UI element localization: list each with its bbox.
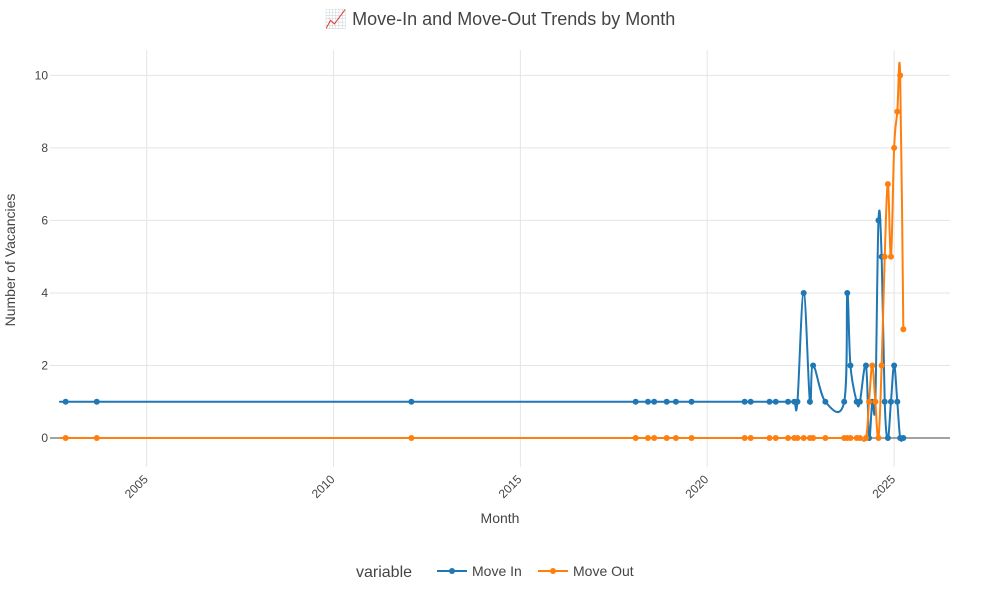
data-point-move-in[interactable] <box>822 398 829 405</box>
data-point-move-out[interactable] <box>800 434 807 441</box>
data-point-move-in[interactable] <box>887 398 894 405</box>
data-point-move-in[interactable] <box>841 398 848 405</box>
data-point-move-out[interactable] <box>891 144 898 151</box>
data-point-move-in[interactable] <box>772 398 779 405</box>
data-point-move-out[interactable] <box>747 434 754 441</box>
x-tick-label: 2015 <box>496 472 525 501</box>
data-point-move-out[interactable] <box>881 253 888 260</box>
x-tick-label: 2020 <box>683 472 712 501</box>
data-point-move-out[interactable] <box>794 434 801 441</box>
legend-item-move-in[interactable]: Move In <box>437 563 522 579</box>
data-point-move-out[interactable] <box>651 434 658 441</box>
data-point-move-out[interactable] <box>644 434 651 441</box>
legend-marker-move-out <box>550 568 556 574</box>
data-point-move-out[interactable] <box>866 398 873 405</box>
data-point-move-in[interactable] <box>93 398 100 405</box>
data-point-move-out[interactable] <box>869 362 876 369</box>
data-point-move-out[interactable] <box>884 181 891 188</box>
series-layer <box>58 61 907 442</box>
data-point-move-out[interactable] <box>663 434 670 441</box>
data-point-move-out[interactable] <box>688 434 695 441</box>
data-point-move-in[interactable] <box>806 398 813 405</box>
data-point-move-out[interactable] <box>632 434 639 441</box>
y-tick-label: 4 <box>41 286 48 300</box>
y-axis-label: Number of Vacancies <box>2 194 18 327</box>
data-point-move-in[interactable] <box>766 398 773 405</box>
data-point-move-in[interactable] <box>856 398 863 405</box>
legend-label-move-in: Move In <box>472 563 522 579</box>
data-point-move-in[interactable] <box>847 362 854 369</box>
x-tick-label: 2025 <box>869 472 898 501</box>
data-point-move-out[interactable] <box>93 434 100 441</box>
y-tick-label: 0 <box>41 431 48 445</box>
legend-title: variable <box>356 564 412 581</box>
legend-marker-move-in <box>449 568 455 574</box>
data-point-move-in[interactable] <box>747 398 754 405</box>
data-point-move-out[interactable] <box>847 434 854 441</box>
data-point-move-out[interactable] <box>872 398 879 405</box>
series-line-move-in <box>58 209 905 442</box>
data-point-move-in[interactable] <box>794 398 801 405</box>
data-point-move-out[interactable] <box>672 434 679 441</box>
data-point-move-in[interactable] <box>688 398 695 405</box>
data-point-move-out[interactable] <box>766 434 773 441</box>
x-tick-label: 2005 <box>122 472 151 501</box>
data-point-move-in[interactable] <box>800 289 807 296</box>
data-point-move-out[interactable] <box>897 72 904 79</box>
data-point-move-in[interactable] <box>644 398 651 405</box>
data-point-move-out[interactable] <box>408 434 415 441</box>
gridlines <box>50 50 950 467</box>
data-point-move-out[interactable] <box>856 434 863 441</box>
x-axis-ticks: 2005 2010 2015 2020 2025 <box>122 472 898 501</box>
chart-title: 📈 Move-In and Move-Out Trends by Month <box>325 8 676 29</box>
y-tick-label: 2 <box>41 358 48 372</box>
data-point-move-out[interactable] <box>62 434 69 441</box>
series-move-out <box>58 61 907 442</box>
legend-label-move-out: Move Out <box>573 563 634 579</box>
data-point-move-in[interactable] <box>884 434 891 441</box>
data-point-move-out[interactable] <box>785 434 792 441</box>
data-point-move-in[interactable] <box>862 362 869 369</box>
data-point-move-out[interactable] <box>894 108 901 115</box>
data-point-move-out[interactable] <box>900 326 907 333</box>
data-point-move-in[interactable] <box>894 398 901 405</box>
data-point-move-out[interactable] <box>875 434 882 441</box>
data-point-move-in[interactable] <box>663 398 670 405</box>
data-point-move-in[interactable] <box>810 362 817 369</box>
data-point-move-out[interactable] <box>810 434 817 441</box>
data-point-move-in[interactable] <box>875 217 882 224</box>
data-point-move-in[interactable] <box>844 289 851 296</box>
data-point-move-in[interactable] <box>62 398 69 405</box>
y-tick-label: 8 <box>41 141 48 155</box>
y-axis-ticks: 0 2 4 6 8 10 <box>35 68 49 445</box>
data-point-move-out[interactable] <box>741 434 748 441</box>
data-point-move-in[interactable] <box>785 398 792 405</box>
data-point-move-out[interactable] <box>878 362 885 369</box>
x-axis-label: Month <box>481 510 520 526</box>
data-point-move-out[interactable] <box>822 434 829 441</box>
x-tick-label: 2010 <box>309 472 338 501</box>
legend: variable Move In Move Out <box>356 563 634 581</box>
data-point-move-out[interactable] <box>862 434 869 441</box>
data-point-move-in[interactable] <box>891 362 898 369</box>
legend-item-move-out[interactable]: Move Out <box>538 563 634 579</box>
data-point-move-in[interactable] <box>632 398 639 405</box>
data-point-move-out[interactable] <box>887 253 894 260</box>
data-point-move-in[interactable] <box>408 398 415 405</box>
data-point-move-in[interactable] <box>651 398 658 405</box>
y-tick-label: 6 <box>41 213 48 227</box>
series-move-in <box>58 209 907 442</box>
y-tick-label: 10 <box>35 68 49 82</box>
data-point-move-in[interactable] <box>900 434 907 441</box>
data-point-move-in[interactable] <box>672 398 679 405</box>
series-line-move-out <box>58 61 905 442</box>
data-point-move-out[interactable] <box>772 434 779 441</box>
data-point-move-in[interactable] <box>881 398 888 405</box>
data-point-move-in[interactable] <box>741 398 748 405</box>
